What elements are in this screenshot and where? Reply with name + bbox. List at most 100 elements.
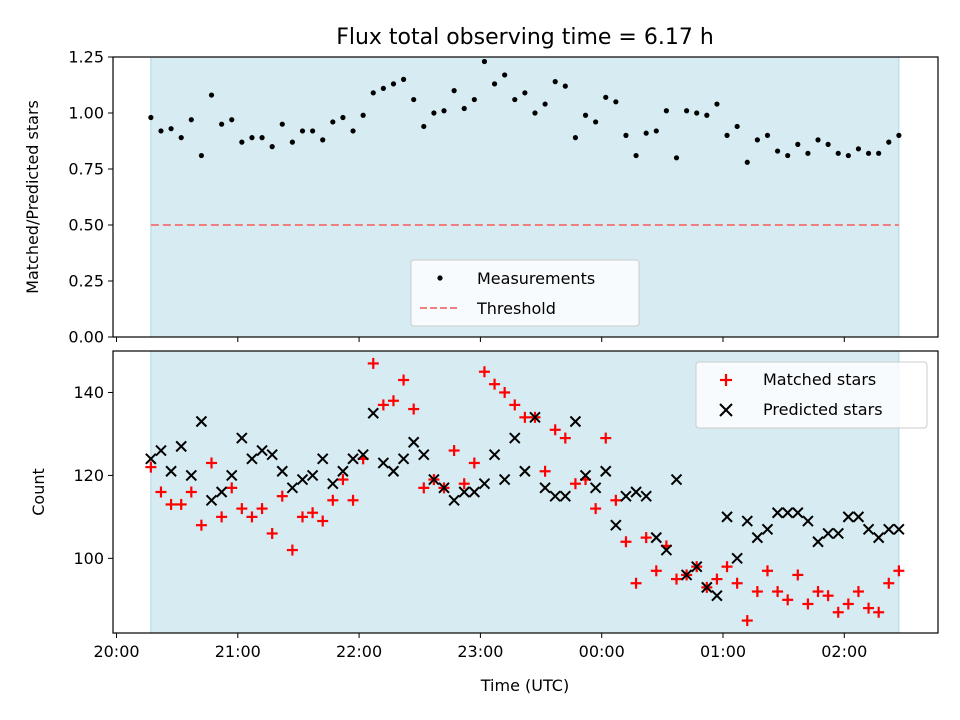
measurement-point bbox=[734, 123, 740, 130]
predicted-star-point bbox=[448, 494, 460, 507]
x-tick-label: 23:00 bbox=[457, 642, 503, 661]
bottom-x-axis-ticks: 20:00 21:00 22:00 23:00 00:00 01:00 02:00 bbox=[93, 633, 867, 661]
top-legend: Measurements Threshold bbox=[410, 259, 640, 327]
measurement-point bbox=[299, 128, 306, 134]
measurement-point bbox=[421, 123, 427, 130]
predicted-star-point bbox=[630, 486, 642, 498]
predicted-star-point bbox=[226, 469, 238, 482]
matched-star-point bbox=[165, 498, 177, 510]
y-tick-label: 120 bbox=[73, 466, 104, 485]
matched-star-point bbox=[246, 511, 258, 523]
matched-star-point bbox=[226, 482, 238, 494]
matched-star-point bbox=[650, 565, 662, 577]
predicted-star-point bbox=[509, 432, 521, 444]
measurement-point bbox=[208, 92, 215, 98]
matched-star-point bbox=[630, 577, 642, 589]
measurement-point bbox=[532, 110, 538, 116]
measurement-point bbox=[805, 150, 811, 156]
matched-star-point bbox=[802, 598, 814, 610]
measurement-point bbox=[320, 137, 326, 143]
matched-star-point bbox=[741, 615, 753, 627]
predicted-star-point bbox=[610, 519, 622, 531]
predicted-star-point bbox=[579, 469, 592, 482]
measurement-point bbox=[845, 152, 851, 159]
measurement-point bbox=[653, 128, 659, 134]
measurement-point bbox=[380, 85, 386, 91]
legend-predicted-marker bbox=[719, 403, 733, 417]
legend-measurements-label: Measurements bbox=[477, 269, 595, 288]
predicted-star-point bbox=[862, 523, 875, 536]
measurement-point bbox=[865, 150, 872, 156]
predicted-star-point bbox=[317, 453, 329, 465]
matched-star-point bbox=[539, 465, 551, 477]
matched-star-point bbox=[509, 399, 521, 411]
legend-measurements-marker bbox=[437, 275, 443, 281]
measurement-point bbox=[198, 152, 205, 159]
measurement-point bbox=[582, 112, 589, 118]
measurement-point bbox=[491, 81, 498, 87]
legend-threshold-label: Threshold bbox=[476, 299, 556, 318]
predicted-star-point bbox=[589, 482, 602, 494]
bottom-axes-frame bbox=[112, 350, 939, 634]
matched-star-point bbox=[569, 478, 581, 490]
predicted-star-point bbox=[246, 453, 258, 465]
x-tick-label: 22:00 bbox=[336, 642, 382, 661]
predicted-star-point bbox=[822, 527, 834, 540]
y-tick-label: 0.50 bbox=[68, 216, 104, 235]
measurement-point bbox=[825, 141, 831, 147]
predicted-star-point bbox=[165, 465, 177, 477]
predicted-star-point bbox=[620, 490, 632, 502]
measurement-point bbox=[502, 72, 508, 78]
measurement-point bbox=[552, 79, 558, 85]
matched-star-point bbox=[873, 606, 885, 618]
y-tick-label: 140 bbox=[73, 383, 104, 402]
top-axes-frame bbox=[112, 56, 939, 338]
matched-star-point bbox=[590, 503, 602, 515]
predicted-star-point bbox=[893, 523, 905, 536]
matched-star-point bbox=[610, 494, 622, 506]
count-points bbox=[145, 357, 905, 627]
predicted-star-point bbox=[781, 507, 794, 519]
measurement-point bbox=[350, 128, 356, 134]
matched-star-point bbox=[236, 503, 248, 515]
measurement-point bbox=[512, 96, 518, 103]
y-tick-label: 0.00 bbox=[68, 328, 104, 347]
bottom-legend: Matched stars Predicted stars bbox=[695, 361, 928, 429]
matched-star-point bbox=[448, 445, 460, 457]
predicted-star-point bbox=[711, 589, 723, 602]
predicted-star-point bbox=[256, 444, 268, 457]
measurement-point bbox=[542, 101, 548, 107]
measurement-point bbox=[400, 76, 407, 82]
measurement-point bbox=[229, 117, 235, 123]
measurement-point bbox=[704, 112, 710, 118]
measurement-point bbox=[754, 137, 760, 143]
matched-star-point bbox=[256, 503, 268, 515]
matched-star-point bbox=[195, 519, 207, 531]
predicted-star-point bbox=[883, 523, 895, 536]
matched-star-point bbox=[418, 482, 430, 494]
x-tick-label: 00:00 bbox=[579, 642, 625, 661]
predicted-star-point bbox=[286, 482, 299, 494]
predicted-star-point bbox=[377, 457, 390, 469]
measurement-point bbox=[886, 139, 892, 145]
predicted-star-point bbox=[640, 490, 652, 502]
predicted-star-point bbox=[691, 560, 703, 573]
bottom-y-axis-label: Count bbox=[29, 468, 48, 516]
matched-star-point bbox=[347, 494, 359, 506]
measurement-point bbox=[714, 101, 720, 107]
matched-star-point bbox=[761, 565, 773, 577]
predicted-star-point bbox=[478, 477, 491, 490]
star-count-panel: 100 120 140 20:00 21:00 22:00 23:00 00:00 01:00… bbox=[29, 350, 939, 695]
measurement-point bbox=[249, 135, 255, 141]
measurement-point bbox=[269, 144, 275, 150]
measurement-point bbox=[168, 126, 174, 132]
predicted-star-point bbox=[771, 507, 784, 519]
predicted-star-point bbox=[741, 515, 753, 527]
measurement-point bbox=[360, 112, 366, 118]
y-tick-label: 0.25 bbox=[68, 272, 104, 291]
matched-star-point bbox=[549, 424, 561, 436]
measurement-points bbox=[148, 58, 902, 165]
matched-star-point bbox=[711, 573, 723, 585]
matched-star-point bbox=[489, 378, 501, 390]
measurement-point bbox=[219, 121, 225, 127]
